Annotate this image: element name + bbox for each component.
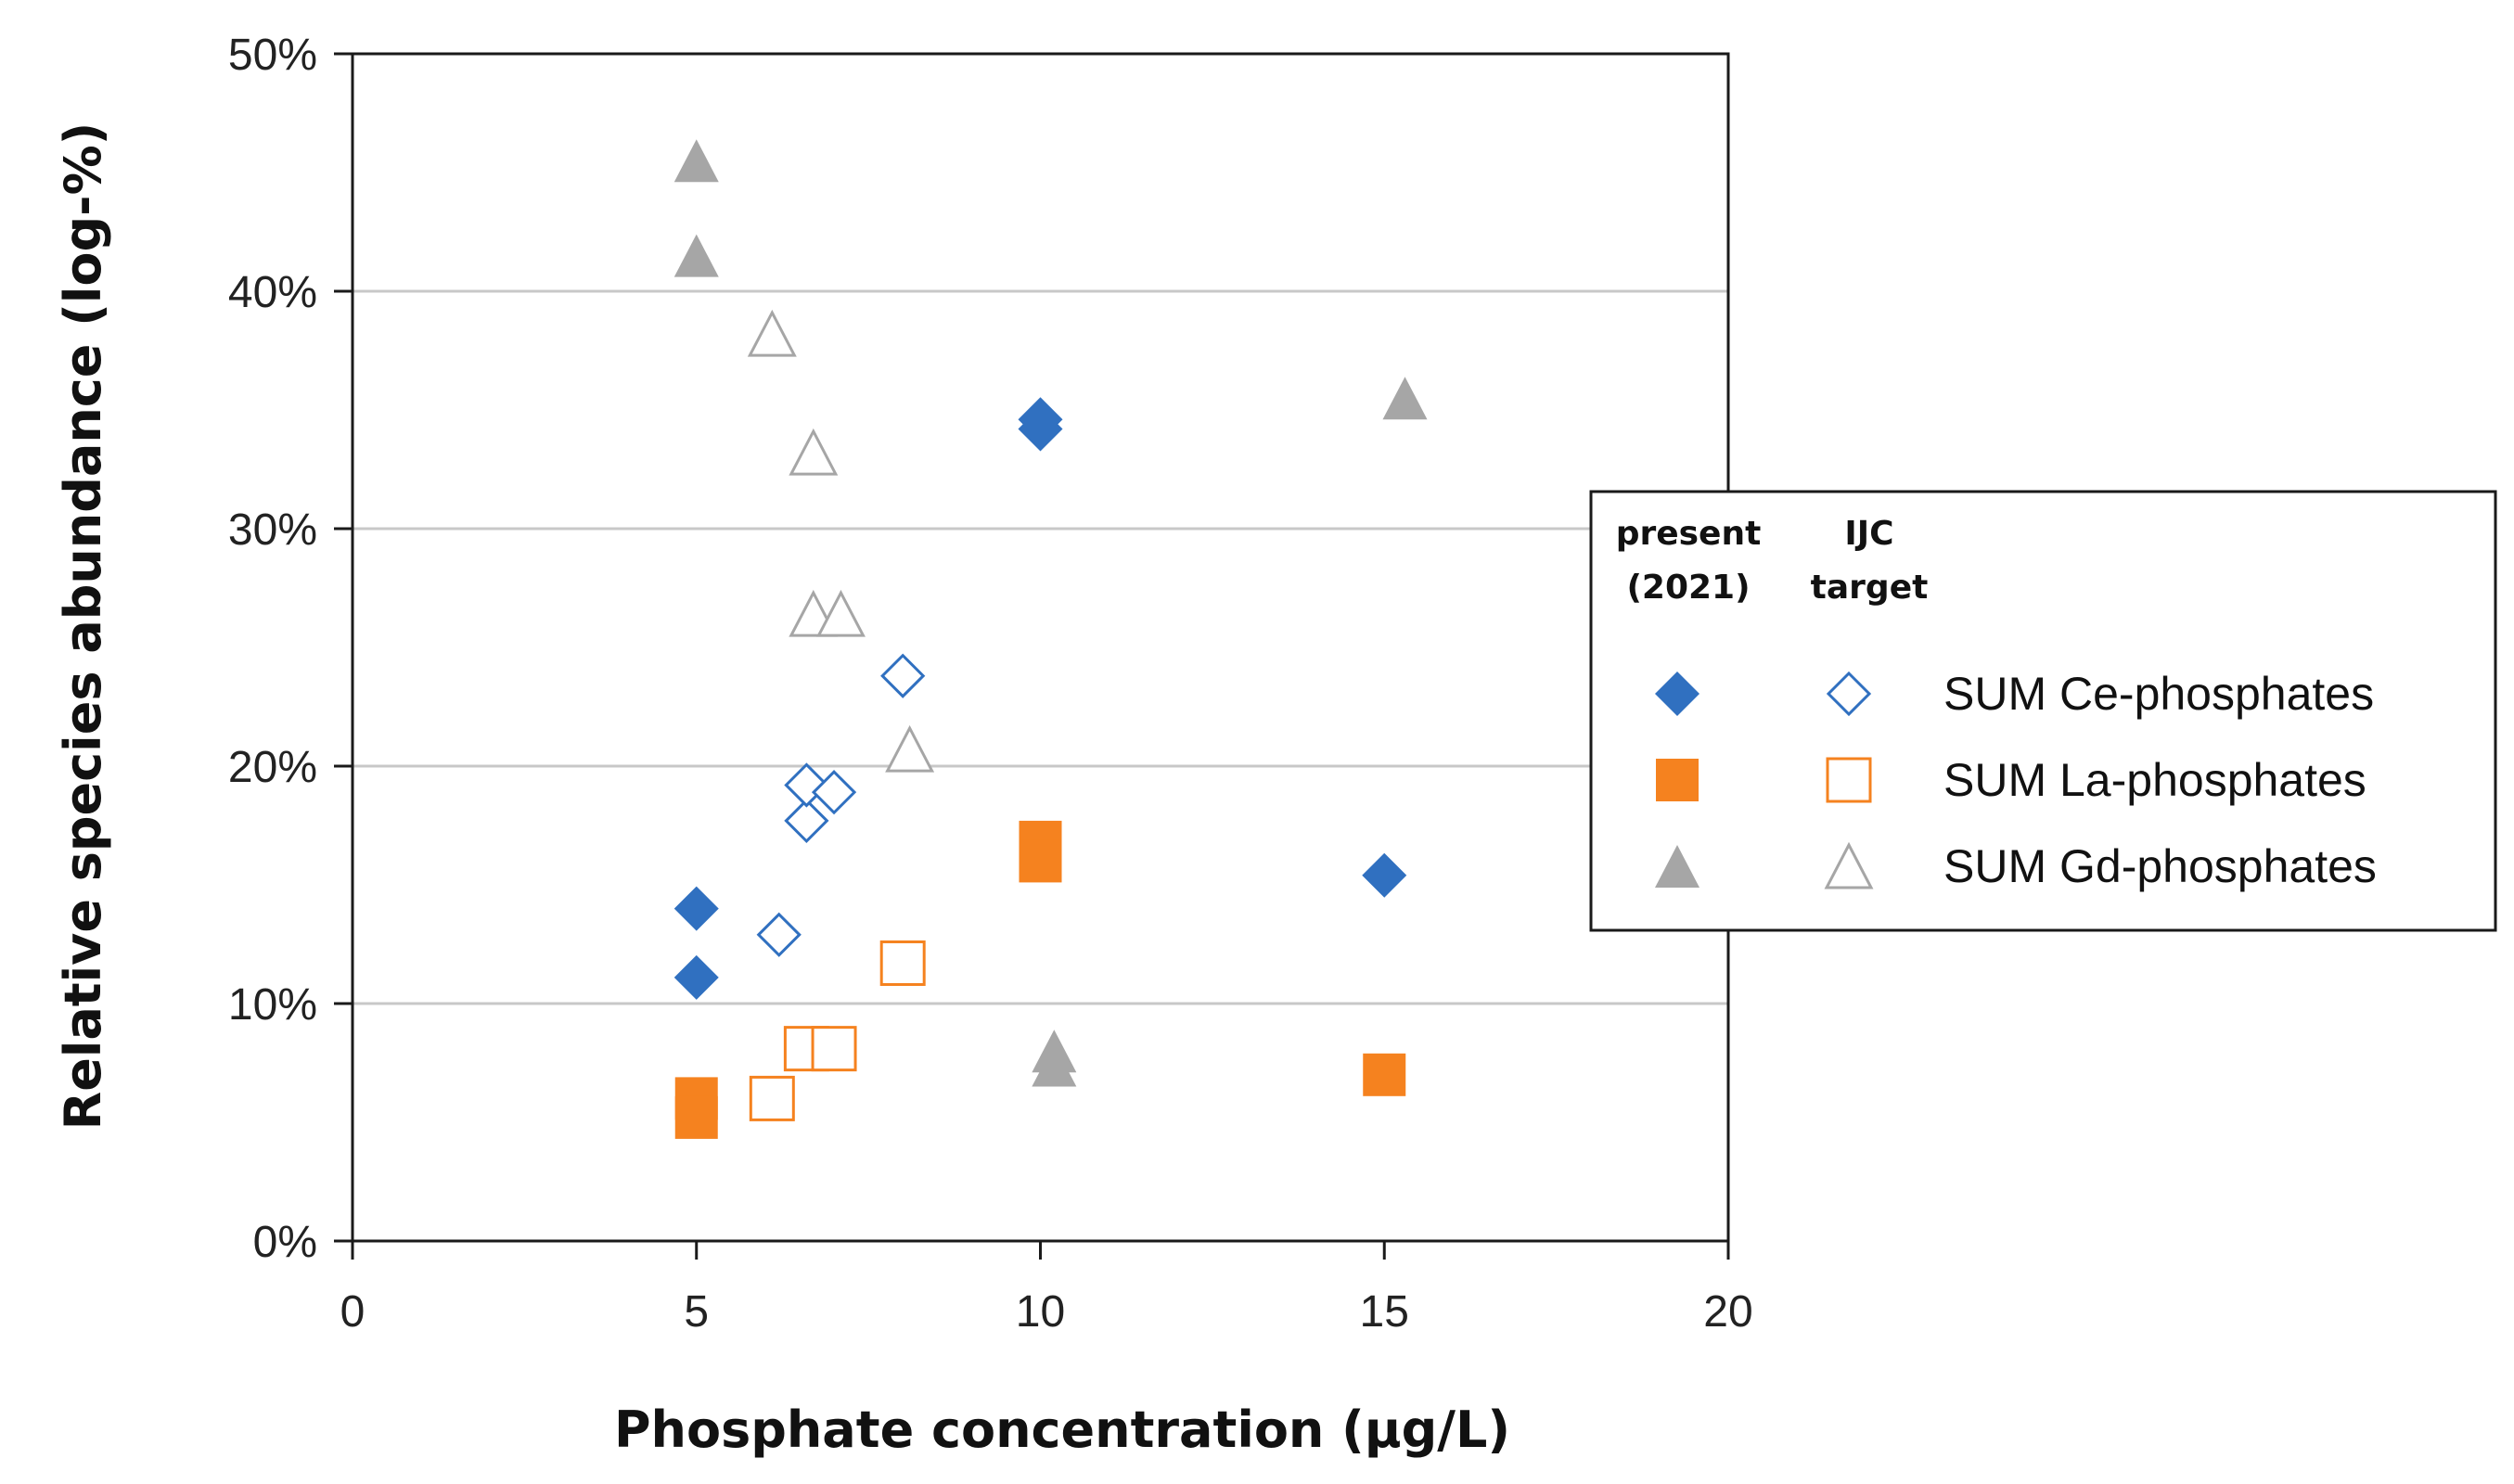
legend-entries: SUM Ce-phosphates SUM La-phosphates SUM Gd…	[1655, 668, 2377, 892]
data-point-triangle	[673, 234, 719, 277]
data-point-square	[1363, 1053, 1406, 1096]
x-tick-label: 15	[1360, 1287, 1409, 1337]
legend-marker-ijc	[1826, 757, 1872, 803]
data-point-triangle	[673, 139, 719, 183]
legend-entry: SUM La-phosphates	[1656, 754, 2366, 806]
legend: present (2021) IJC target SUM Ce-phospha…	[1589, 490, 2497, 932]
data-point-square	[1019, 839, 1062, 883]
legend-box	[1589, 490, 2497, 932]
y-tick-label: 40%	[228, 268, 317, 317]
legend-marker-ijc	[1824, 841, 1874, 889]
legend-marker-present	[1655, 672, 1700, 716]
x-axis-title: Phosphate concentration (µg/L)	[614, 1401, 1510, 1459]
legend-marker-present	[1656, 759, 1699, 801]
data-point-diamond	[880, 653, 926, 698]
legend-label: SUM Ce-phosphates	[1943, 668, 2374, 720]
data-point-diamond	[784, 798, 829, 844]
x-tick-label: 10	[1016, 1287, 1065, 1337]
data-point-square	[811, 1026, 857, 1072]
data-point-triangle	[789, 428, 839, 476]
data-point-triangle	[885, 724, 935, 773]
y-tick-label: 10%	[228, 980, 317, 1030]
y-axis-ticks: 0% 10% 20% 30% 40% 50%	[228, 31, 353, 1267]
data-point-diamond	[1018, 406, 1063, 452]
y-tick-label: 30%	[228, 505, 317, 555]
data-point-triangle	[1382, 377, 1428, 420]
y-axis-title: Relative species abundance (log-%)	[54, 122, 112, 1131]
series-diamond-present	[673, 397, 1407, 1000]
series-square-ijc-target	[749, 940, 926, 1121]
data-point-square	[879, 940, 926, 986]
data-point-triangle	[1032, 1043, 1077, 1087]
legend-header-ijc: IJC	[1844, 515, 1893, 553]
x-tick-label: 0	[340, 1287, 366, 1337]
data-point-diamond	[811, 770, 857, 815]
data-point-square	[674, 1095, 718, 1139]
series-triangle-ijc-target	[747, 309, 935, 773]
data-points	[673, 139, 1428, 1139]
legend-entry: SUM Ce-phosphates	[1655, 668, 2374, 720]
legend-label: SUM Gd-phosphates	[1943, 840, 2377, 892]
series-triangle-present	[673, 139, 1428, 1087]
y-tick-label: 50%	[228, 31, 317, 80]
data-point-diamond	[1362, 852, 1407, 898]
legend-entry: SUM Gd-phosphates	[1655, 840, 2377, 892]
series-square-present	[674, 820, 1406, 1139]
data-point-square	[749, 1075, 795, 1121]
data-point-diamond	[673, 954, 719, 1000]
gridlines	[353, 289, 1728, 1005]
legend-marker-ijc	[1826, 671, 1872, 717]
data-point-diamond	[756, 912, 802, 957]
data-point-triangle	[747, 309, 797, 357]
legend-header-present: present	[1616, 515, 1762, 553]
legend-label: SUM La-phosphates	[1943, 754, 2366, 806]
data-point-diamond	[673, 886, 719, 931]
legend-marker-present	[1655, 845, 1700, 888]
y-tick-label: 0%	[253, 1218, 317, 1267]
y-tick-label: 20%	[228, 743, 317, 792]
x-tick-label: 5	[684, 1287, 709, 1337]
x-axis-ticks: 0 5 10 15 20	[340, 1241, 1753, 1337]
legend-header-present-year: (2021)	[1626, 569, 1750, 607]
x-tick-label: 20	[1703, 1287, 1752, 1337]
series-diamond-ijc-target	[756, 653, 926, 957]
data-point-triangle	[815, 589, 866, 637]
legend-header-ijc-target: target	[1811, 569, 1929, 607]
